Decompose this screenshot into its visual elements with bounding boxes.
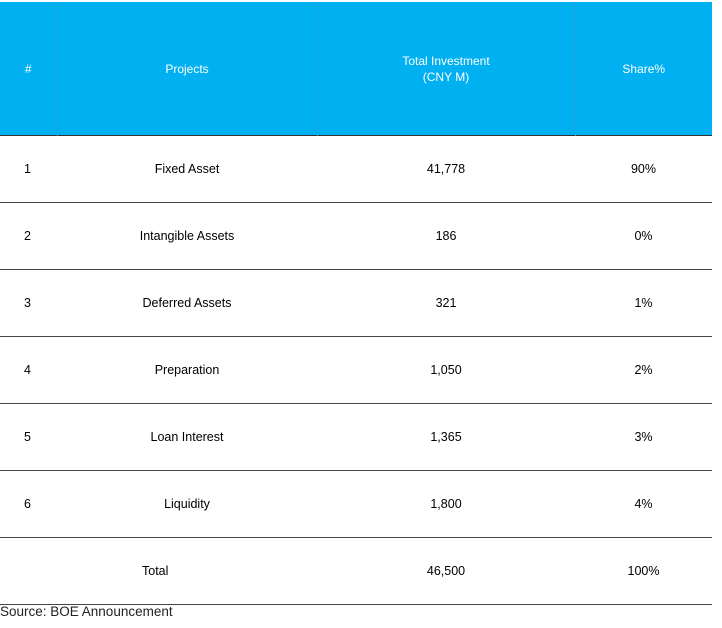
row-investment: 1,365 xyxy=(317,403,575,471)
investment-table: # Projects Total Investment (CNY M) Shar… xyxy=(0,2,712,605)
table-row: 1 Fixed Asset 41,778 90% xyxy=(0,135,712,203)
header-index: # xyxy=(0,2,57,136)
row-project: Liquidity xyxy=(57,470,317,538)
header-investment-line1: Total Investment xyxy=(402,53,490,68)
row-index: 2 xyxy=(0,202,57,270)
row-index: 6 xyxy=(0,470,57,538)
row-share: 4% xyxy=(575,470,712,538)
header-total-investment: Total Investment (CNY M) xyxy=(316,2,575,136)
table-header: # Projects Total Investment (CNY M) Shar… xyxy=(0,2,712,136)
total-investment: 46,500 xyxy=(317,537,575,605)
row-share: 2% xyxy=(575,336,712,404)
header-projects: Projects xyxy=(56,2,317,136)
row-index: 1 xyxy=(0,135,57,203)
total-share: 100% xyxy=(575,537,712,605)
row-investment: 41,778 xyxy=(317,135,575,203)
total-row: Total 46,500 100% xyxy=(0,537,712,605)
table-row: 5 Loan Interest 1,365 3% xyxy=(0,403,712,471)
total-index-empty xyxy=(0,537,57,605)
row-share: 0% xyxy=(575,202,712,270)
header-row: # Projects Total Investment (CNY M) Shar… xyxy=(0,2,712,136)
row-share: 3% xyxy=(575,403,712,471)
table-row: 3 Deferred Assets 321 1% xyxy=(0,269,712,337)
row-share: 1% xyxy=(575,269,712,337)
row-investment: 1,050 xyxy=(317,336,575,404)
table-row: 2 Intangible Assets 186 0% xyxy=(0,202,712,270)
row-index: 3 xyxy=(0,269,57,337)
row-share: 90% xyxy=(575,135,712,203)
row-project: Loan Interest xyxy=(57,403,317,471)
row-project: Fixed Asset xyxy=(57,135,317,203)
row-investment: 321 xyxy=(317,269,575,337)
table-row: 6 Liquidity 1,800 4% xyxy=(0,470,712,538)
row-index: 4 xyxy=(0,336,57,404)
row-index: 5 xyxy=(0,403,57,471)
row-project: Deferred Assets xyxy=(57,269,317,337)
row-project: Preparation xyxy=(57,336,317,404)
row-project: Intangible Assets xyxy=(57,202,317,270)
source-note: Source: BOE Announcement xyxy=(0,604,173,619)
header-investment-line2: (CNY M) xyxy=(422,69,470,84)
row-investment: 1,800 xyxy=(317,470,575,538)
row-investment: 186 xyxy=(317,202,575,270)
header-share: Share% xyxy=(574,2,712,136)
table-body: 1 Fixed Asset 41,778 90% 2 Intangible As… xyxy=(0,135,712,605)
table-row: 4 Preparation 1,050 2% xyxy=(0,336,712,404)
total-label: Total xyxy=(57,537,317,605)
